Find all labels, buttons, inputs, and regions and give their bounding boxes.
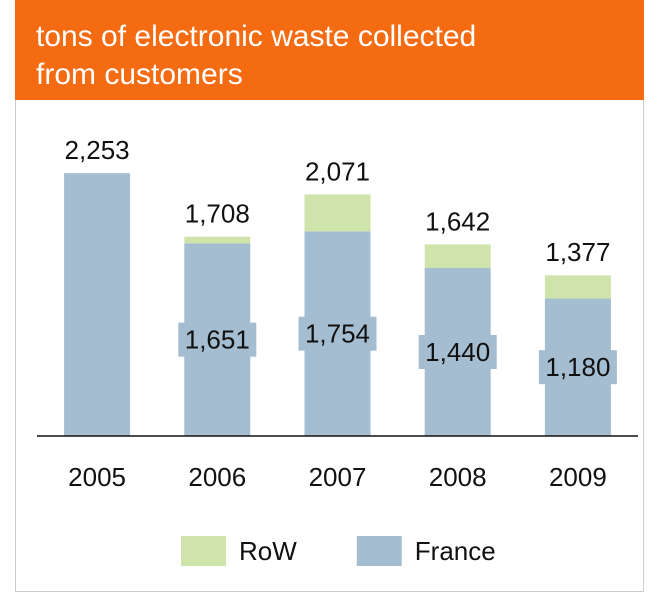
total-label: 1,642 [425, 206, 490, 236]
legend-swatch [356, 536, 402, 566]
x-tick-label: 2008 [429, 462, 487, 492]
total-label: 2,071 [305, 156, 370, 186]
total-label: 1,708 [185, 199, 250, 229]
bar-segment [64, 173, 131, 436]
value-label: 1,440 [425, 337, 490, 367]
bar-segment [304, 194, 371, 232]
chart-title: from customers [36, 58, 243, 91]
header-band [15, 0, 644, 100]
legend-label: France [415, 536, 496, 566]
value-label: 1,754 [305, 319, 370, 349]
bar-segment [544, 275, 611, 299]
total-label: 2,253 [65, 135, 130, 165]
chart-title: tons of electronic waste collected [36, 20, 476, 53]
x-tick-label: 2009 [549, 462, 607, 492]
value-label: 1,180 [545, 352, 610, 382]
total-label: 1,377 [545, 237, 610, 267]
legend-swatch [181, 536, 226, 566]
value-label-box [298, 316, 377, 351]
x-tick-label: 2005 [68, 462, 126, 492]
bar-segment [184, 236, 251, 244]
value-label: 1,651 [185, 325, 250, 355]
x-tick-label: 2006 [188, 462, 246, 492]
x-tick-label: 2007 [309, 462, 367, 492]
value-label-box [538, 350, 617, 385]
value-label-box [418, 335, 497, 369]
value-label-box [178, 322, 257, 357]
legend-label: RoW [239, 536, 297, 566]
bar-segment [424, 244, 491, 268]
